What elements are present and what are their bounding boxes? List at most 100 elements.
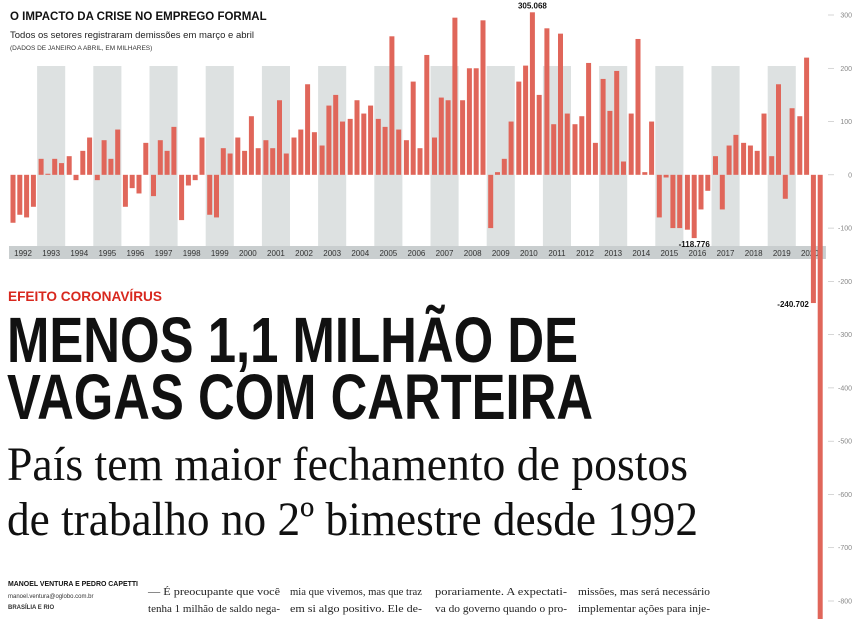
bar <box>670 174 676 229</box>
bar <box>544 28 550 175</box>
year-strip <box>9 246 826 259</box>
bar <box>501 158 507 175</box>
x-tick-label: 2020 <box>801 249 819 258</box>
chart-subtitle: Todos os setores registraram demissões e… <box>10 30 254 41</box>
x-tick-label: 1992 <box>14 249 32 258</box>
bar <box>59 163 64 175</box>
bar <box>432 137 437 175</box>
bar <box>157 140 163 175</box>
x-tick-label: 2009 <box>492 249 510 258</box>
bar <box>782 174 788 199</box>
bar <box>564 113 570 175</box>
bar <box>607 110 613 175</box>
bar <box>17 174 23 215</box>
bar <box>73 174 79 181</box>
bar <box>592 142 598 175</box>
x-tick-label: 1997 <box>155 249 173 258</box>
bar <box>326 105 332 175</box>
bar <box>347 118 353 175</box>
bar <box>319 145 325 175</box>
bar <box>143 142 149 175</box>
bar <box>684 174 690 230</box>
bar <box>529 12 535 175</box>
bar <box>220 148 226 175</box>
bar <box>649 121 655 175</box>
bar <box>38 158 44 175</box>
y-tick-label: 200 <box>840 66 852 73</box>
bar <box>136 174 142 194</box>
bar <box>122 174 128 207</box>
y-tick-label: -100 <box>838 226 852 233</box>
bar <box>311 132 317 175</box>
x-tick-label: 2006 <box>408 249 426 258</box>
x-tick-label: 2019 <box>773 249 791 258</box>
bar <box>129 174 135 189</box>
bar <box>45 173 51 175</box>
y-tick-label: -300 <box>838 332 852 339</box>
x-tick-label: 2000 <box>239 249 257 258</box>
bar <box>810 174 816 304</box>
x-tick-label: 2008 <box>464 249 482 258</box>
bar <box>115 129 121 175</box>
bar <box>283 153 289 175</box>
bar <box>52 158 58 175</box>
bar <box>628 113 634 175</box>
subhead: de trabalho no 2º bimestre desde 1992 <box>7 493 698 546</box>
x-tick-label: 2013 <box>604 249 622 258</box>
bar <box>536 94 542 175</box>
x-tick-label: 2005 <box>379 249 397 258</box>
bar <box>488 174 494 229</box>
bar <box>460 100 466 175</box>
x-tick-label: 2016 <box>689 249 707 258</box>
bar <box>789 108 795 175</box>
bar <box>305 84 311 175</box>
bar <box>445 100 451 175</box>
body-line: missões, mas será necessário <box>578 587 710 598</box>
bar <box>741 142 747 175</box>
x-tick-label: 2017 <box>717 249 735 258</box>
chart-note: (DADOS DE JANEIRO A ABRIL, EM MILHARES) <box>10 45 152 52</box>
y-tick-label: -600 <box>838 492 852 499</box>
bar <box>171 126 177 175</box>
x-tick-label: 2001 <box>267 249 285 258</box>
bar <box>804 57 810 175</box>
bar <box>108 158 114 175</box>
x-tick-label: 2018 <box>745 249 763 258</box>
x-tick-label: 2010 <box>520 249 538 258</box>
bar <box>382 126 388 175</box>
bar <box>713 156 718 175</box>
y-tick-label: -800 <box>838 599 852 606</box>
bar <box>508 121 514 175</box>
bar <box>761 113 767 175</box>
byline-location: BRASÍLIA E RIO <box>8 603 54 611</box>
bar <box>179 174 185 221</box>
x-tick-label: 1993 <box>42 249 60 258</box>
bar <box>495 172 500 175</box>
bar <box>10 174 16 223</box>
bar <box>438 97 444 175</box>
bar <box>600 78 606 175</box>
x-tick-label: 2011 <box>548 249 566 258</box>
bar <box>101 140 107 175</box>
x-tick-label: 2012 <box>576 249 594 258</box>
bar <box>480 20 486 175</box>
bar <box>30 174 36 207</box>
x-tick-label: 1999 <box>211 249 229 258</box>
x-tick-label: 1995 <box>98 249 116 258</box>
bar <box>776 84 781 175</box>
year-shade <box>37 66 66 246</box>
y-tick-label: 300 <box>840 13 852 20</box>
bar <box>733 134 739 175</box>
bar <box>769 156 775 175</box>
bar <box>291 137 297 175</box>
body-line: tenha 1 milhão de saldo nega- <box>148 604 281 615</box>
bar <box>340 121 345 175</box>
byline: MANOEL VENTURA E PEDRO CAPETTI <box>8 581 138 588</box>
bar <box>333 94 339 175</box>
bar <box>635 38 641 175</box>
bar <box>747 145 753 175</box>
body-line: implementar ações para inje- <box>578 604 711 615</box>
x-tick-label: 2004 <box>351 249 369 258</box>
headline: VAGAS COM CARTEIRA <box>7 361 593 433</box>
bar <box>579 116 585 175</box>
